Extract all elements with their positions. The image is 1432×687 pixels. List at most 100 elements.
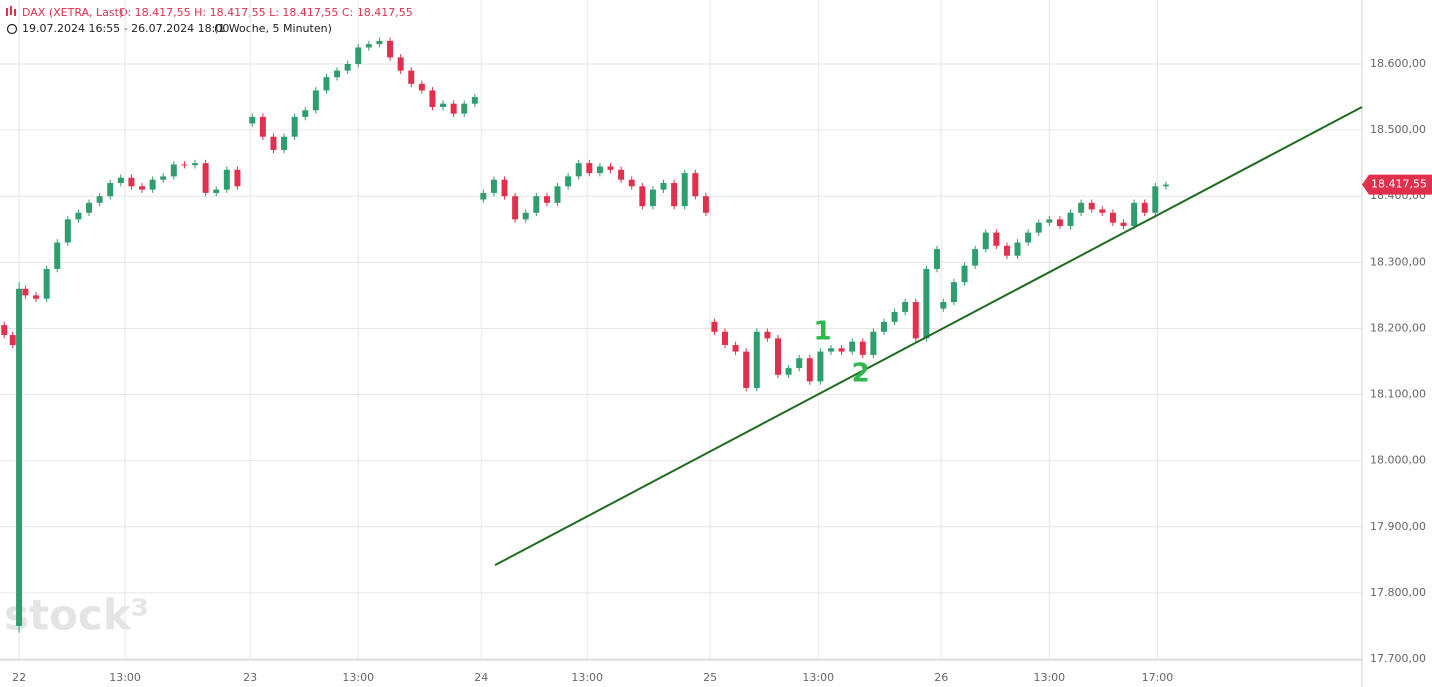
candle-body [512, 196, 519, 220]
candle-body [418, 83, 425, 91]
candle-body [170, 164, 177, 177]
candle [732, 341, 739, 355]
candle [281, 133, 288, 154]
candle-body [543, 196, 550, 203]
candle-body [344, 63, 351, 71]
candle-body [596, 166, 603, 174]
candle [149, 176, 156, 193]
candle-body [785, 368, 792, 375]
candle-body [586, 163, 593, 174]
candle-body [940, 302, 947, 309]
y-tick-label: 18.500,00 [1370, 123, 1426, 136]
candle [461, 100, 468, 117]
candle [692, 169, 699, 200]
candle-body [117, 177, 124, 183]
candle-body [618, 169, 625, 180]
candle [849, 338, 856, 355]
candle [522, 209, 529, 223]
candle [408, 67, 415, 88]
x-tick-label: 13:00 [109, 671, 141, 684]
candle-body [202, 163, 209, 193]
candle [827, 344, 834, 355]
candle [440, 100, 447, 111]
candle-body [270, 136, 277, 150]
candle-body [64, 219, 71, 243]
candle-body [86, 202, 93, 213]
candle-body [607, 166, 614, 170]
candle [450, 100, 457, 117]
candle-body [628, 179, 635, 187]
candle [586, 159, 593, 177]
candle-body [302, 110, 309, 117]
candle-body [96, 196, 103, 203]
candle-body [249, 116, 256, 124]
candle-body [365, 44, 372, 48]
candle-body [1014, 242, 1021, 256]
candle [96, 192, 103, 207]
candle [870, 328, 877, 359]
candle [192, 159, 199, 169]
candle-body [950, 282, 957, 303]
candle-body [1056, 219, 1063, 226]
instrument: DAX (XETRA, Last) [22, 6, 123, 19]
candle [107, 179, 114, 200]
candle [16, 282, 23, 633]
candle [912, 298, 919, 342]
candle-body [774, 338, 781, 375]
candle-body [1162, 184, 1169, 187]
candle [950, 278, 957, 306]
candle [764, 328, 771, 342]
candle [270, 133, 277, 154]
candle-body [429, 90, 436, 107]
candle-body [234, 169, 241, 187]
candle [1078, 199, 1085, 217]
candle-body [471, 97, 478, 104]
candle-body [827, 348, 834, 352]
candle [471, 93, 478, 107]
candle [1088, 199, 1095, 213]
candle [1152, 182, 1159, 217]
candle-body [972, 249, 979, 266]
candle-body [9, 335, 16, 345]
candle-body [1152, 186, 1159, 213]
candle [223, 166, 230, 193]
candle-body [649, 189, 656, 207]
candle-body [181, 164, 188, 166]
candle-body [16, 288, 23, 626]
candle [302, 106, 309, 121]
x-tick-label: 13:00 [1033, 671, 1065, 684]
candle [891, 308, 898, 326]
candle [681, 169, 688, 210]
candle-body [961, 265, 968, 283]
candle [54, 239, 61, 273]
candle [1025, 229, 1032, 246]
annotation: 2 [852, 359, 870, 389]
interval: (1 Woche, 5 Minuten) [214, 22, 332, 35]
candle [376, 37, 383, 48]
x-tick-label: 13:00 [802, 671, 834, 684]
candle [512, 192, 519, 223]
candle-body [912, 302, 919, 339]
y-tick-label: 18.600,00 [1370, 57, 1426, 70]
candle-body [408, 70, 415, 84]
candle-body [334, 70, 341, 78]
candle [972, 245, 979, 269]
candle [259, 113, 266, 141]
candle [501, 176, 508, 200]
candle [323, 73, 330, 94]
candle [817, 348, 824, 385]
candle [660, 179, 667, 193]
candle-body [692, 173, 699, 197]
candle-body [817, 351, 824, 382]
candle [533, 192, 540, 217]
candle [993, 229, 1000, 250]
candle [1056, 216, 1063, 230]
candle [1003, 242, 1010, 260]
candle-body [1035, 222, 1042, 233]
candle [490, 176, 497, 197]
candle-body [554, 186, 561, 203]
candle-body [764, 331, 771, 339]
candle [291, 113, 298, 141]
y-tick-label: 18.300,00 [1370, 255, 1426, 268]
candle [702, 192, 709, 217]
